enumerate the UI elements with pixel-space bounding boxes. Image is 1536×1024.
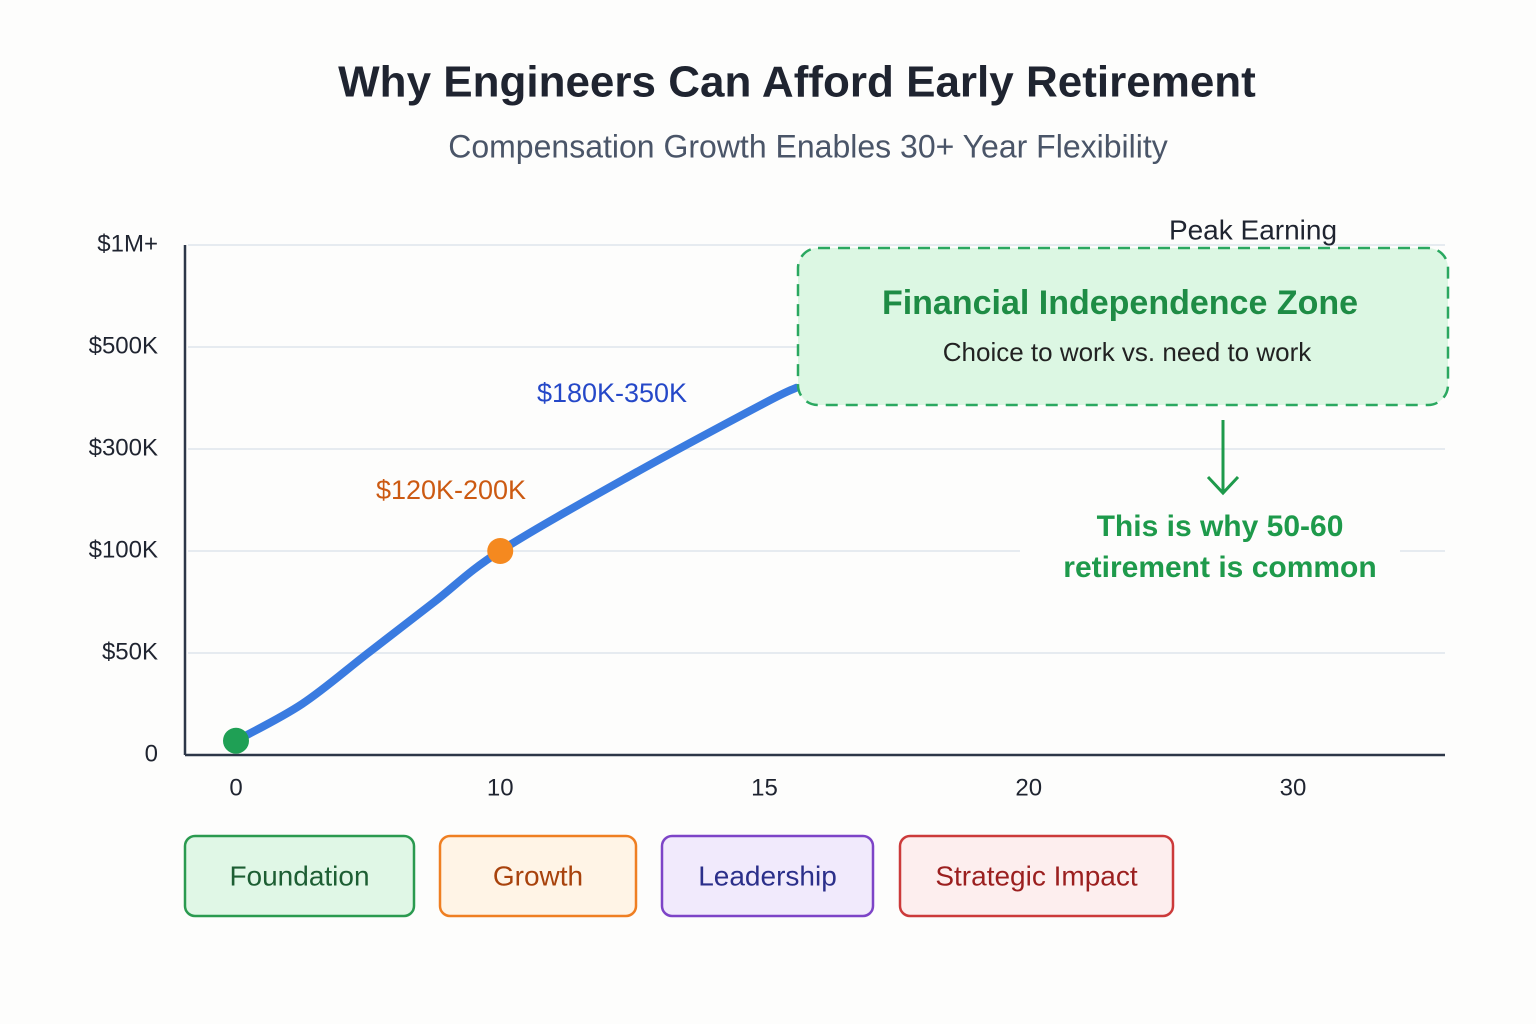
y-tick-label: $500K xyxy=(89,332,158,359)
plot xyxy=(223,383,801,754)
phase-box xyxy=(898,834,1175,918)
peak-label: Peak Earning xyxy=(1169,214,1337,245)
y-tick-label: $1M+ xyxy=(97,230,158,257)
y-tick-label: 0 xyxy=(145,740,158,767)
phase-label: Growth xyxy=(493,860,583,891)
y-tick-label: $50K xyxy=(102,638,158,665)
range-label: $180K-350K xyxy=(537,378,687,408)
chart-subtitle: Compensation Growth Enables 30+ Year Fle… xyxy=(448,128,1168,164)
arrow-head xyxy=(1206,475,1240,496)
note-bg xyxy=(1020,505,1400,595)
zone-box xyxy=(796,246,1450,407)
x-tick-label: 15 xyxy=(751,774,778,801)
x-tick-label: 30 xyxy=(1280,774,1307,801)
x-tick-label: 20 xyxy=(1015,774,1042,801)
phase-box xyxy=(438,834,638,918)
marker xyxy=(223,727,249,754)
phase-label: Leadership xyxy=(698,860,837,891)
phase-label: Foundation xyxy=(229,860,369,891)
zone-title: Financial Independence Zone xyxy=(882,284,1358,322)
chart-title: Why Engineers Can Afford Early Retiremen… xyxy=(338,58,1256,107)
phase-box xyxy=(183,834,416,918)
zone-subtitle: Choice to work vs. need to work xyxy=(943,337,1312,367)
marker xyxy=(487,538,514,564)
x-tick-label: 10 xyxy=(487,774,514,801)
line xyxy=(232,383,801,745)
phase-legend: Foundation Growth Leadership Strategic Impa… xyxy=(183,834,1175,918)
y-tick-label: $100K xyxy=(89,536,158,563)
phase-box xyxy=(660,834,875,918)
range-label: $120K-200K xyxy=(376,475,526,505)
note: retirement is common xyxy=(1063,551,1376,584)
note: This is why 50-60 xyxy=(1097,510,1344,543)
phase-label: Strategic Impact xyxy=(935,860,1138,891)
y-tick-label: $300K xyxy=(89,434,158,461)
x-tick-label: 0 xyxy=(229,774,242,801)
